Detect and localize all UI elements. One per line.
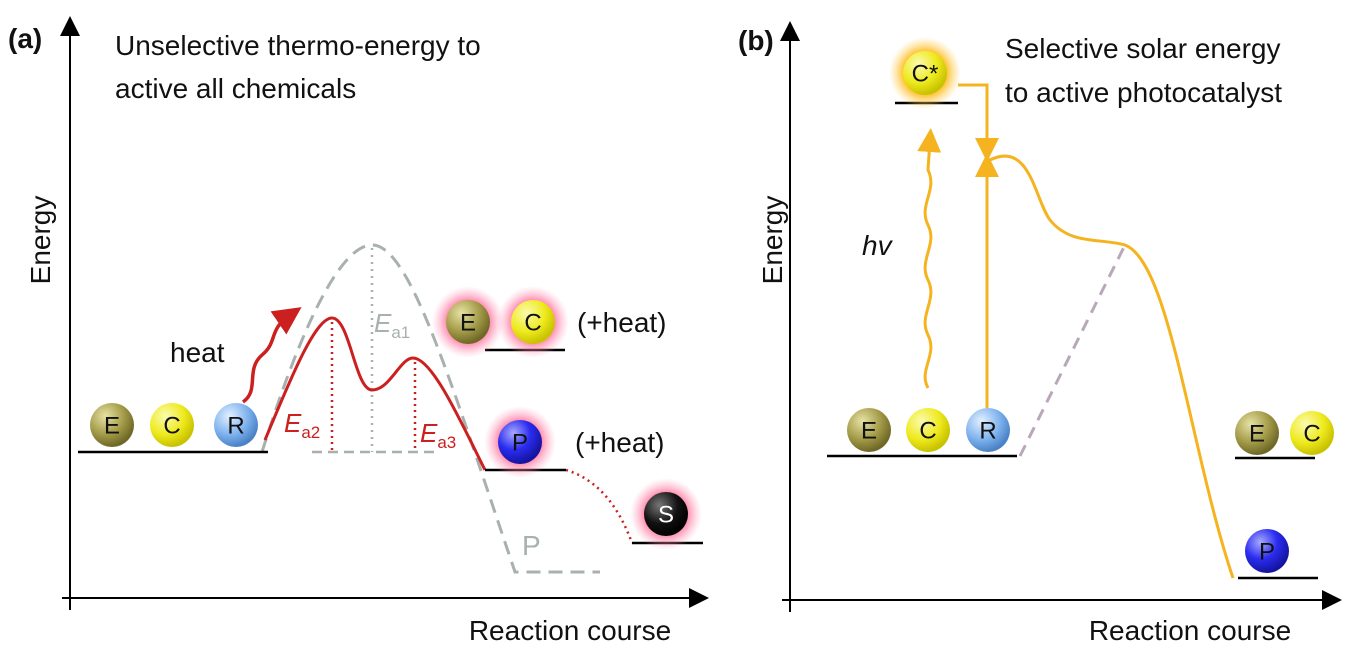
title: active all chemicals xyxy=(115,73,356,104)
panel-label: (b) xyxy=(738,25,774,56)
x-axis-label: Reaction course xyxy=(1089,615,1291,646)
title: Selective solar energy xyxy=(1005,33,1280,64)
heat-note: (+heat) xyxy=(577,307,667,338)
panel-label: (a) xyxy=(8,23,42,54)
y-axis-label: Energy xyxy=(25,196,56,285)
barrier-symbol: E xyxy=(284,408,302,438)
molecule-label: E xyxy=(104,413,120,440)
molecule-label: E xyxy=(460,310,476,337)
molecule-label: C xyxy=(524,310,541,337)
heat-note: (+heat) xyxy=(575,427,665,458)
uncatalyzed-path xyxy=(1020,245,1125,456)
molecule-label: P xyxy=(512,430,528,457)
y-axis-label: Energy xyxy=(757,196,788,285)
molecule-label: E xyxy=(1249,421,1265,448)
barrier-label: Ea2 xyxy=(284,408,320,442)
barrier-symbol: E xyxy=(420,418,438,448)
molecule-label: R xyxy=(227,413,244,440)
light-arrow xyxy=(925,140,931,388)
barrier-label: Ea1 xyxy=(374,308,410,342)
heat-label: heat xyxy=(170,337,225,368)
panel-a: (a) Unselective thermo-energy to active … xyxy=(8,20,705,646)
barrier-sub: a1 xyxy=(391,323,410,342)
molecule-label: C xyxy=(919,418,936,445)
title: Unselective thermo-energy to xyxy=(115,30,481,61)
molecule-label: S xyxy=(658,502,674,529)
barrier-sub: a2 xyxy=(301,423,320,442)
molecule-label: C xyxy=(163,413,180,440)
molecule-label: R xyxy=(979,418,996,445)
barrier-symbol: E xyxy=(374,308,392,338)
molecule-label: C xyxy=(1303,421,1320,448)
figure: (a) Unselective thermo-energy to active … xyxy=(0,0,1353,649)
molecule-label: E xyxy=(861,418,877,445)
reaction-path xyxy=(990,156,1233,578)
barrier-label: Ea3 xyxy=(420,418,456,452)
side-path xyxy=(566,470,632,543)
molecule-label: P xyxy=(1259,539,1275,566)
light-label: hv xyxy=(862,230,894,261)
barrier-sub: a3 xyxy=(437,433,456,452)
molecule-label: C* xyxy=(912,61,939,88)
title: to active photocatalyst xyxy=(1005,77,1282,108)
side-label: P xyxy=(522,530,541,561)
x-axis-label: Reaction course xyxy=(469,615,671,646)
transfer-arrow xyxy=(958,85,987,150)
